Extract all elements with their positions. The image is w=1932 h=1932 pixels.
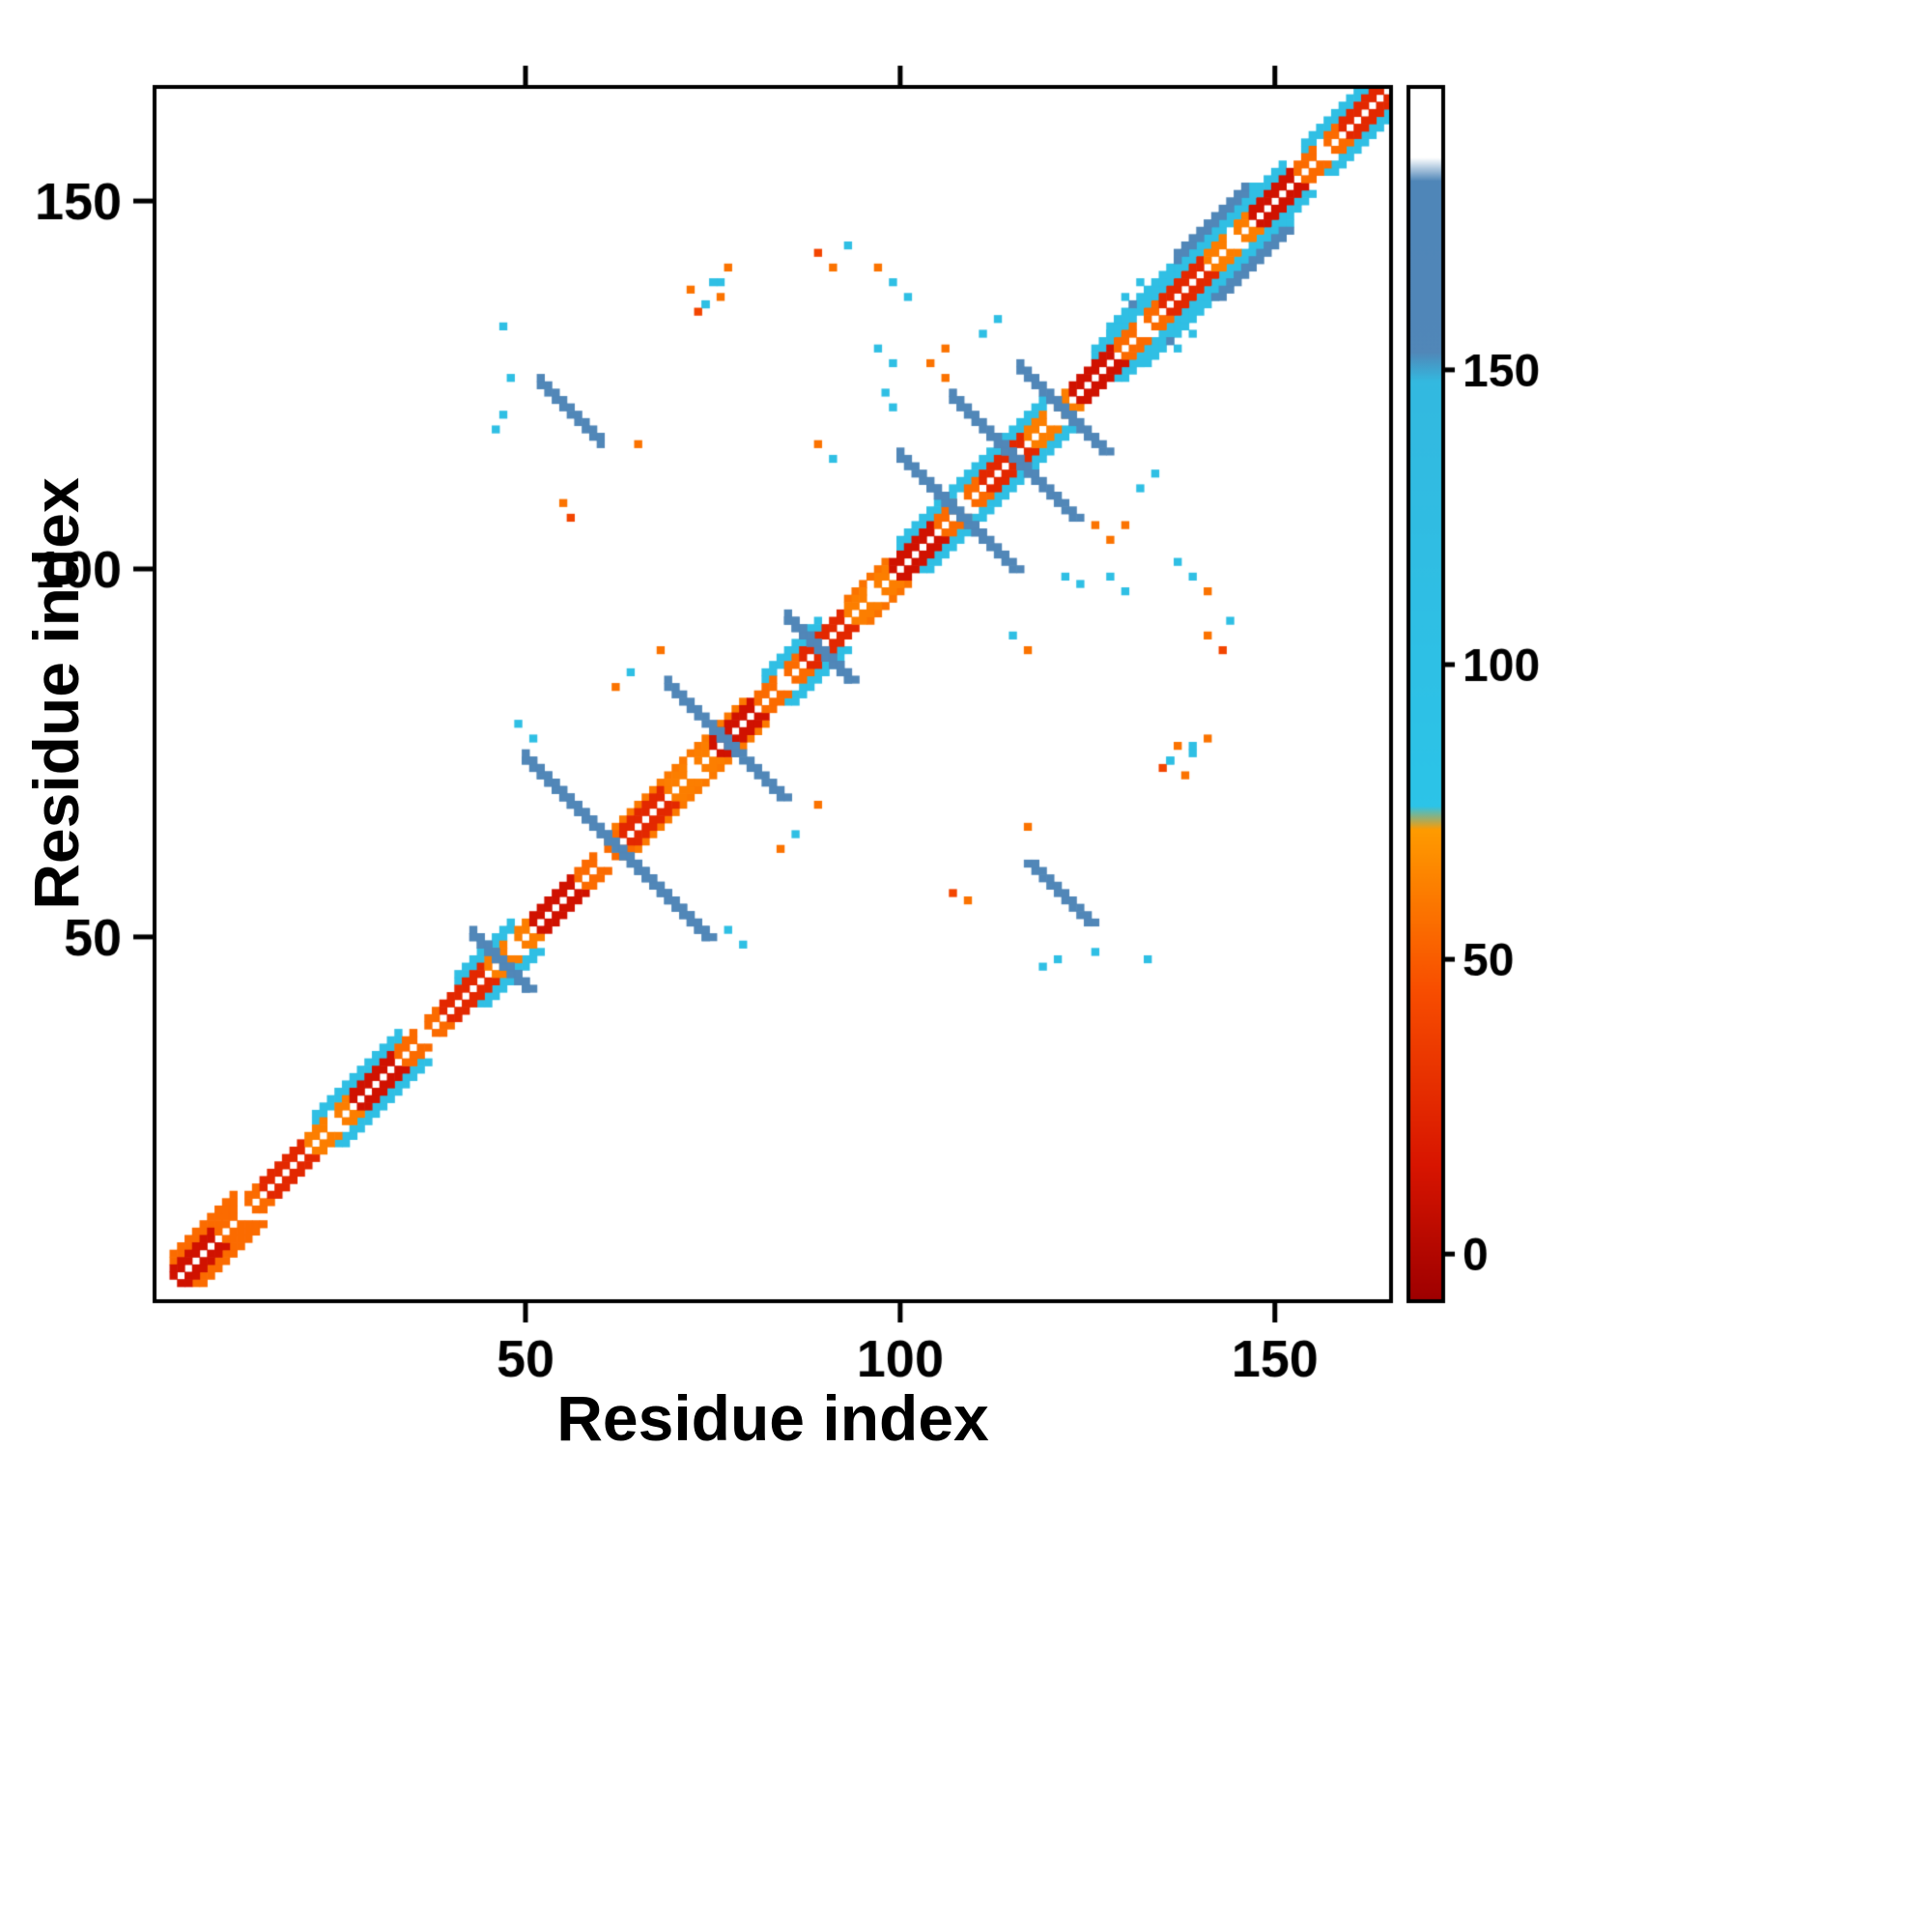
x-axis-label: Residue index — [556, 1382, 989, 1454]
y-axis-label: Residue index — [20, 477, 92, 910]
